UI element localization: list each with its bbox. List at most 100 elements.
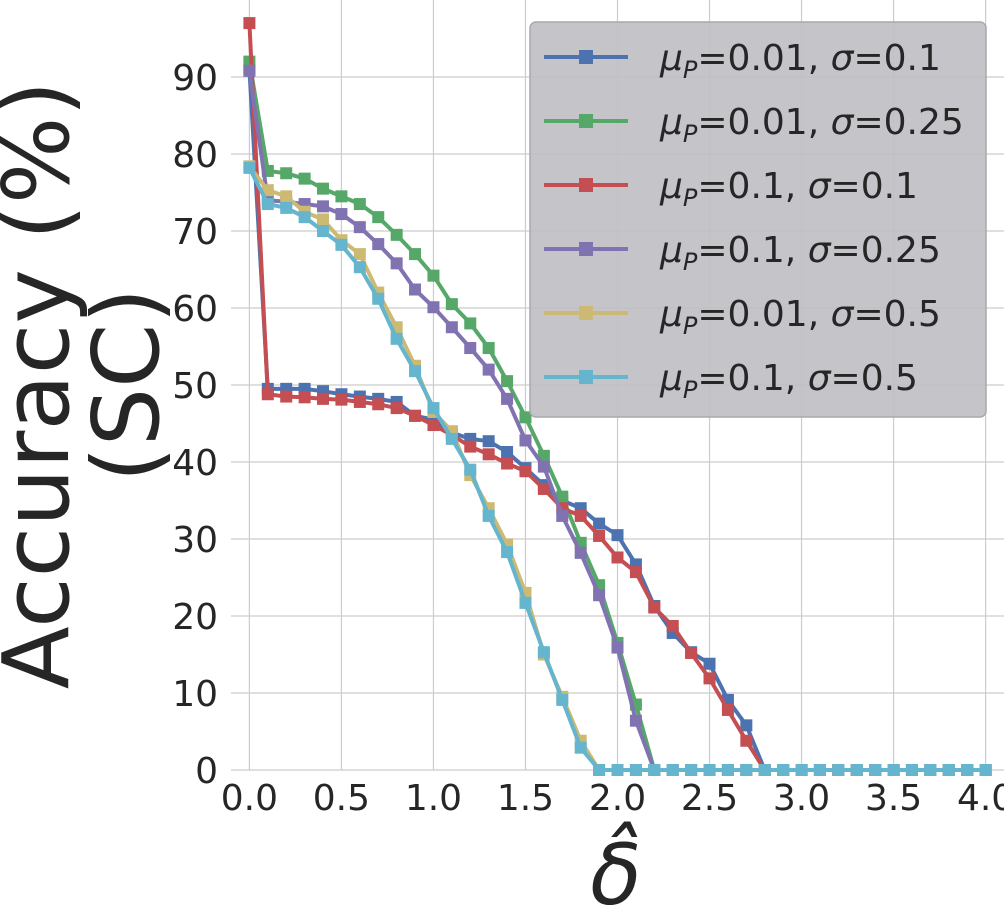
data-point <box>317 213 330 226</box>
legend-mu-symbol: μ <box>659 230 683 271</box>
legend-sigma-symbol: σ <box>831 294 855 335</box>
data-point <box>758 764 771 776</box>
data-point <box>721 764 734 776</box>
data-point <box>979 764 992 776</box>
data-point <box>390 332 403 345</box>
data-point <box>317 182 330 195</box>
data-point <box>961 764 974 776</box>
legend-sigma-value: =0.1 <box>831 166 918 207</box>
data-point <box>335 238 348 251</box>
y-axis-label-line2: (SC) <box>73 288 180 482</box>
data-point <box>243 161 256 174</box>
data-point <box>280 167 293 180</box>
data-point <box>464 440 477 453</box>
data-point <box>298 172 311 185</box>
data-point <box>537 460 550 473</box>
data-point <box>942 764 955 776</box>
data-point <box>685 764 698 776</box>
data-point <box>887 764 900 776</box>
legend-item: μP=0.1, σ=0.25 <box>544 230 941 276</box>
data-point <box>482 363 495 376</box>
legend-label: μP=0.01, σ=0.1 <box>659 38 941 84</box>
legend-sigma-symbol: σ <box>808 358 832 399</box>
data-point <box>427 402 440 415</box>
x-tick-label: 1.5 <box>497 778 554 819</box>
legend-mu-subscript: P <box>683 312 698 340</box>
data-point <box>685 646 698 659</box>
x-tick-label: 3.5 <box>865 778 922 819</box>
data-point <box>905 764 918 776</box>
data-point <box>740 734 753 747</box>
data-point <box>611 641 624 654</box>
x-tick-label: 0.5 <box>313 778 370 819</box>
legend-label: μP=0.01, σ=0.5 <box>659 294 941 340</box>
legend-sigma-value: =0.5 <box>831 358 918 399</box>
series-lines <box>243 17 992 776</box>
data-point <box>611 764 624 776</box>
data-point <box>501 538 514 551</box>
y-axis-label-line1: Accuracy (%) <box>0 81 90 689</box>
data-point <box>372 238 385 251</box>
data-point <box>703 764 716 776</box>
x-tick-label: 3.0 <box>773 778 830 819</box>
legend-mu-value: =0.1, <box>697 166 807 207</box>
data-point <box>869 764 882 776</box>
data-point <box>593 517 606 530</box>
y-tick-label: 20 <box>172 597 218 638</box>
legend-sigma-symbol: σ <box>808 166 832 207</box>
data-point <box>721 703 734 716</box>
data-point <box>574 546 587 559</box>
data-point <box>427 419 440 432</box>
data-point <box>353 221 366 234</box>
legend-label: μP=0.1, σ=0.1 <box>659 166 918 212</box>
x-tick-label: 0.0 <box>221 778 278 819</box>
legend-label: μP=0.1, σ=0.25 <box>659 230 941 276</box>
legend-swatch-marker <box>579 114 593 128</box>
data-point <box>629 566 642 579</box>
legend-mu-value: =0.1, <box>697 358 807 399</box>
data-point <box>501 445 514 458</box>
data-point <box>740 719 753 732</box>
legend-swatch-marker <box>579 370 593 384</box>
data-point <box>317 200 330 213</box>
data-point <box>593 529 606 542</box>
data-point <box>390 402 403 415</box>
data-point <box>574 509 587 522</box>
legend-mu-symbol: μ <box>659 166 683 207</box>
legend-mu-value: =0.01, <box>697 38 830 79</box>
data-point <box>261 198 274 211</box>
data-point <box>611 529 624 542</box>
data-point <box>280 201 293 214</box>
data-point <box>409 365 422 378</box>
legend-mu-value: =0.01, <box>697 294 830 335</box>
data-point <box>427 269 440 282</box>
data-point <box>280 190 293 203</box>
data-point <box>519 465 532 478</box>
legend-swatch-marker <box>579 306 593 320</box>
legend-swatch-marker <box>579 178 593 192</box>
data-point <box>464 342 477 355</box>
data-point <box>482 435 495 448</box>
legend-mu-subscript: P <box>683 184 698 212</box>
y-tick-label: 0 <box>195 751 218 792</box>
x-tick-label: 4.0 <box>957 778 1004 819</box>
data-point <box>427 301 440 314</box>
data-point <box>482 509 495 522</box>
data-point <box>353 261 366 274</box>
data-point <box>409 409 422 422</box>
data-point <box>464 463 477 476</box>
x-tick-labels: 0.0 0.5 1.0 1.5 2.0 2.5 3.0 3.5 4.0 <box>221 778 1004 819</box>
data-point <box>501 375 514 388</box>
legend-sigma-symbol: σ <box>831 38 855 79</box>
y-tick-label: 60 <box>172 289 218 330</box>
data-point <box>317 225 330 237</box>
data-point <box>556 509 569 522</box>
data-point <box>409 248 422 261</box>
data-point <box>409 283 422 296</box>
data-point <box>261 388 274 401</box>
x-tick-label: 2.5 <box>681 778 738 819</box>
data-point <box>280 390 293 403</box>
data-point <box>574 741 587 754</box>
y-tick-label: 40 <box>172 443 218 484</box>
data-point <box>501 392 514 405</box>
